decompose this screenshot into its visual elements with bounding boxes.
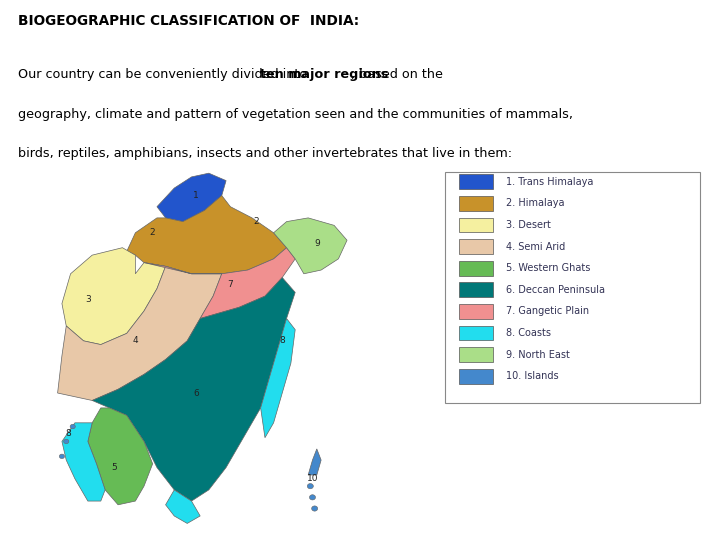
Circle shape <box>63 439 69 444</box>
Polygon shape <box>62 248 166 345</box>
Text: 5. Western Ghats: 5. Western Ghats <box>506 263 590 273</box>
Text: 9: 9 <box>314 239 320 248</box>
Text: 8: 8 <box>279 336 285 346</box>
FancyBboxPatch shape <box>459 218 492 232</box>
Text: 8: 8 <box>66 429 71 438</box>
Polygon shape <box>92 278 295 501</box>
Text: 6: 6 <box>193 388 199 397</box>
Text: , based on the: , based on the <box>351 68 443 81</box>
Polygon shape <box>88 408 153 505</box>
Text: 9. North East: 9. North East <box>506 349 570 360</box>
Text: 4. Semi Arid: 4. Semi Arid <box>506 241 565 252</box>
Text: birds, reptiles, amphibians, insects and other invertebrates that live in them:: birds, reptiles, amphibians, insects and… <box>18 147 512 160</box>
Text: ten major regions: ten major regions <box>260 68 388 81</box>
Circle shape <box>312 506 318 511</box>
Text: 5: 5 <box>111 463 117 472</box>
Text: 10. Islands: 10. Islands <box>506 372 559 381</box>
Circle shape <box>59 454 65 458</box>
FancyBboxPatch shape <box>459 369 492 383</box>
FancyBboxPatch shape <box>459 239 492 254</box>
Polygon shape <box>274 218 347 274</box>
Polygon shape <box>308 449 321 475</box>
Text: 4: 4 <box>132 336 138 346</box>
Text: 1. Trans Himalaya: 1. Trans Himalaya <box>506 177 593 187</box>
Text: 7: 7 <box>228 280 233 289</box>
Polygon shape <box>261 319 295 438</box>
Text: 8. Coasts: 8. Coasts <box>506 328 551 338</box>
Text: 10: 10 <box>307 474 318 483</box>
FancyBboxPatch shape <box>459 304 492 319</box>
Polygon shape <box>62 423 105 501</box>
Text: BIOGEOGRAPHIC CLASSIFICATION OF  INDIA:: BIOGEOGRAPHIC CLASSIFICATION OF INDIA: <box>18 14 359 28</box>
Text: Our country can be conveniently divided into: Our country can be conveniently divided … <box>18 68 311 81</box>
Polygon shape <box>144 248 295 319</box>
Text: 2: 2 <box>150 228 156 237</box>
Text: 3: 3 <box>85 295 91 305</box>
Text: 2. Himalaya: 2. Himalaya <box>506 198 564 208</box>
Polygon shape <box>166 490 200 523</box>
FancyBboxPatch shape <box>459 347 492 362</box>
FancyBboxPatch shape <box>446 172 701 403</box>
FancyBboxPatch shape <box>459 196 492 211</box>
FancyBboxPatch shape <box>459 282 492 297</box>
Text: 7. Gangetic Plain: 7. Gangetic Plain <box>506 306 589 316</box>
FancyBboxPatch shape <box>459 261 492 275</box>
Polygon shape <box>157 173 226 221</box>
Text: 6. Deccan Peninsula: 6. Deccan Peninsula <box>506 285 605 295</box>
Text: 3. Desert: 3. Desert <box>506 220 551 230</box>
Text: 2: 2 <box>253 217 259 226</box>
Circle shape <box>70 424 76 429</box>
Circle shape <box>310 495 315 500</box>
FancyBboxPatch shape <box>459 326 492 340</box>
Text: geography, climate and pattern of vegetation seen and the communities of mammals: geography, climate and pattern of vegeta… <box>18 107 573 120</box>
Polygon shape <box>58 266 222 401</box>
Circle shape <box>307 483 313 489</box>
FancyBboxPatch shape <box>459 174 492 189</box>
Text: 1: 1 <box>193 191 199 200</box>
Polygon shape <box>127 195 287 274</box>
